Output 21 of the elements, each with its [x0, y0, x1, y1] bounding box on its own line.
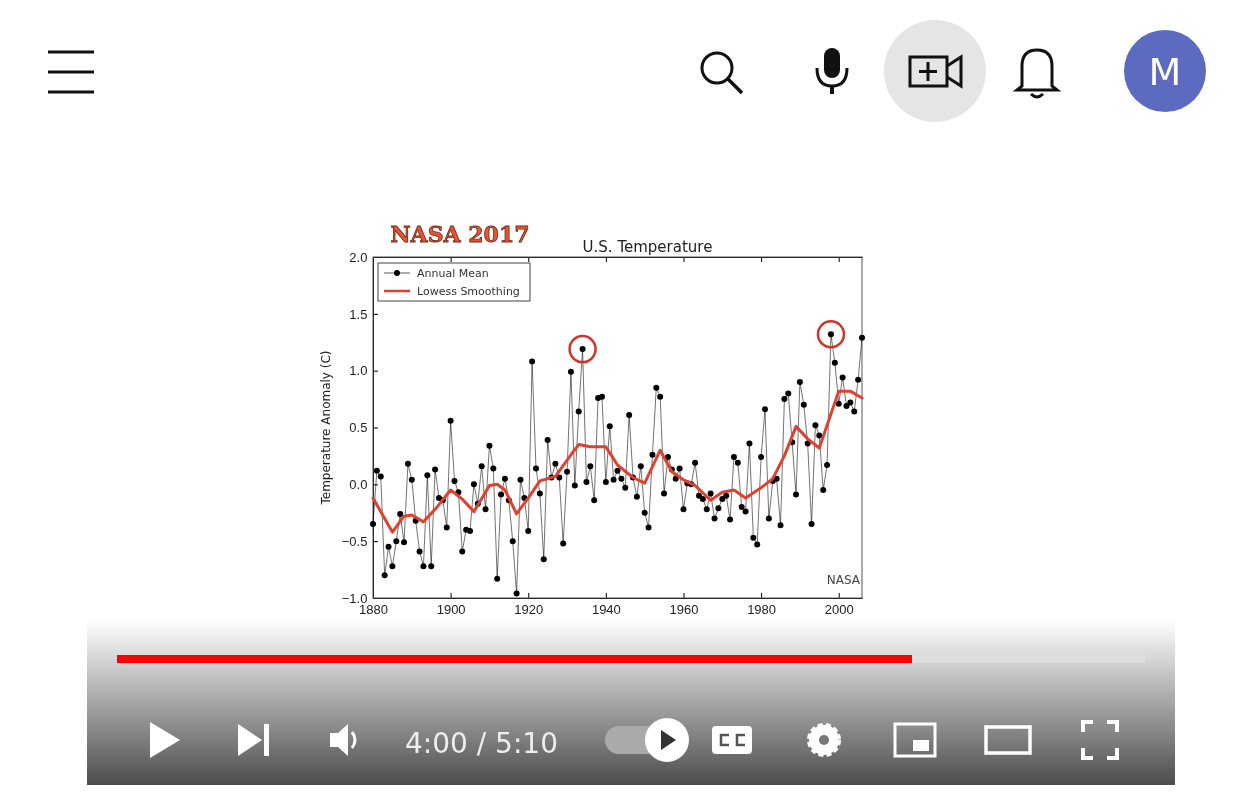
legend-label: Lowess Smoothing — [417, 285, 520, 298]
x-tick-label: 1920 — [514, 602, 544, 617]
y-tick-label: −0.5 — [341, 533, 368, 549]
x-tick-label: 1940 — [591, 602, 621, 617]
x-tick-label: 2000 — [824, 602, 854, 617]
text: 4:00 / 5:10 — [405, 727, 558, 760]
y-tick-label: 0.0 — [349, 476, 368, 492]
x-tick-label: 1900 — [436, 602, 466, 617]
x-tick-label: 1960 — [669, 602, 699, 617]
chart-title: U.S. Temperature — [582, 238, 713, 256]
annotation: NASA — [826, 573, 861, 587]
text: NASA 2017 — [390, 221, 530, 247]
y-tick-label: 1.0 — [349, 363, 368, 379]
x-tick-label: 1980 — [747, 602, 777, 617]
text: M — [1148, 50, 1182, 94]
y-axis-title: Temperature Anomaly (C) — [319, 350, 333, 506]
y-tick-label: 1.5 — [349, 306, 368, 322]
y-tick-label: 2.0 — [349, 249, 368, 265]
legend-label: Annual Mean — [417, 267, 489, 280]
line-series — [371, 389, 864, 534]
y-tick-label: 0.5 — [349, 420, 368, 436]
